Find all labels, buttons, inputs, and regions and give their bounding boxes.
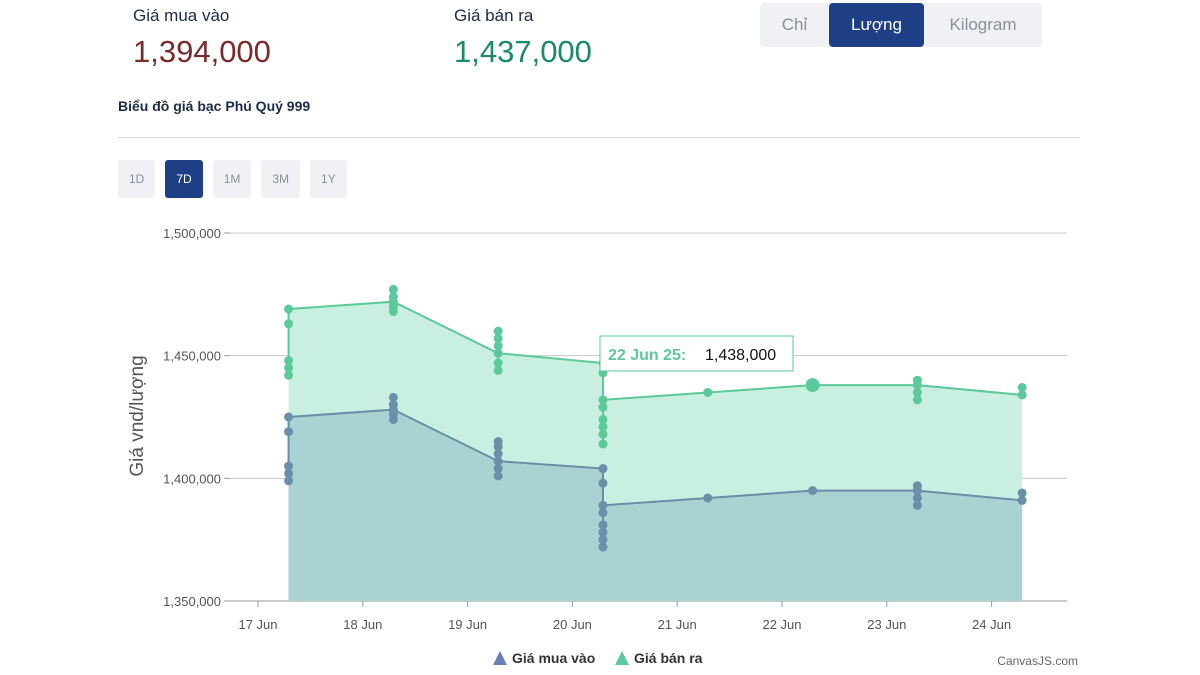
y-axis-title: Giá vnd/lượng — [127, 355, 148, 476]
range-7d-button[interactable]: 7D — [165, 160, 203, 198]
point-sell — [388, 284, 398, 294]
x-tick-label: 21 Jun — [658, 617, 697, 632]
point-buy — [598, 508, 608, 518]
point-buy — [1017, 488, 1027, 498]
highlight-point — [805, 378, 820, 393]
point-buy — [703, 493, 713, 503]
point-buy — [284, 468, 294, 478]
point-buy — [493, 464, 503, 474]
range-1m-button[interactable]: 1M — [212, 160, 252, 198]
point-sell — [493, 341, 503, 351]
x-tick-label: 20 Jun — [553, 617, 592, 632]
point-buy — [912, 486, 922, 496]
range-3m-button[interactable]: 3M — [261, 160, 301, 198]
y-tick-label: 1,350,000 — [163, 594, 221, 609]
x-tick-label: 24 Jun — [972, 617, 1011, 632]
point-buy — [493, 449, 503, 459]
legend-buy-marker — [493, 651, 507, 665]
point-buy — [598, 527, 608, 537]
point-buy — [493, 441, 503, 451]
point-sell — [598, 422, 608, 432]
unit-kilogram-button[interactable]: Kilogram — [949, 15, 1017, 34]
point-sell — [493, 365, 503, 375]
y-tick-label: 1,400,000 — [163, 471, 221, 486]
x-tick-label: 23 Jun — [867, 617, 906, 632]
buy-price-value: 1,394,000 — [133, 34, 271, 69]
point-sell — [598, 395, 608, 405]
point-buy — [598, 542, 608, 552]
sell-price-label: Giá bán ra — [454, 6, 534, 25]
point-sell — [493, 358, 503, 368]
point-buy — [1017, 495, 1027, 505]
point-sell — [598, 439, 608, 449]
axes: 1,350,000 1,400,000 1,450,000 1,500,000 17 J… — [163, 226, 1011, 632]
point-buy — [598, 535, 608, 545]
point-sell — [1017, 390, 1027, 400]
range-1d-button[interactable]: 1D — [118, 160, 156, 198]
unit-chi-button[interactable]: Chỉ — [781, 15, 808, 34]
point-buy — [912, 500, 922, 510]
buy-price-label: Giá mua vào — [133, 6, 230, 25]
point-buy — [598, 464, 608, 474]
point-sell — [284, 304, 294, 314]
legend-sell-label: Giá bán ra — [634, 650, 703, 666]
point-sell — [284, 356, 294, 366]
x-tick-label: 18 Jun — [343, 617, 382, 632]
point-buy — [808, 486, 818, 496]
area-buy — [288, 409, 1023, 601]
point-sell — [388, 307, 398, 317]
point-sell — [598, 402, 608, 412]
credit: CanvasJS.com — [997, 654, 1078, 668]
point-buy — [598, 500, 608, 510]
x-tick-label: 19 Jun — [448, 617, 487, 632]
point-buy — [284, 412, 294, 422]
point-sell — [598, 429, 608, 439]
point-sell — [284, 319, 294, 329]
point-buy — [493, 471, 503, 481]
sell-price-block: Giá bán ra 1,437,000 — [454, 6, 592, 70]
point-sell — [493, 326, 503, 336]
y-tick-label: 1,450,000 — [163, 349, 221, 364]
point-sell — [493, 348, 503, 358]
range-1y-button[interactable]: 1Y — [310, 160, 347, 198]
unit-switch: Chỉ Lượng Kilogram — [760, 3, 1042, 47]
legend: Giá mua vào Giá bán ra — [493, 650, 703, 666]
range-buttons: 1D 7D 1M 3M 1Y — [118, 160, 347, 198]
legend-buy-label: Giá mua vào — [512, 650, 595, 666]
point-buy — [493, 456, 503, 466]
point-buy — [598, 478, 608, 488]
point-buy — [388, 392, 398, 402]
point-sell — [284, 370, 294, 380]
point-sell — [912, 387, 922, 397]
point-sell — [284, 363, 294, 373]
x-tick-label: 17 Jun — [238, 617, 277, 632]
x-tick-label: 22 Jun — [762, 617, 801, 632]
point-sell — [598, 414, 608, 424]
divider — [118, 137, 1080, 138]
area-fills — [288, 301, 1023, 601]
point-buy — [912, 493, 922, 503]
tooltip-date: 22 Jun 25: — [608, 347, 686, 364]
tooltip-box — [599, 335, 794, 372]
point-buy — [388, 414, 398, 424]
point-sell — [912, 380, 922, 390]
buy-price-block: Giá mua vào 1,394,000 — [133, 6, 271, 70]
point-sell — [493, 333, 503, 343]
point-sell — [703, 387, 713, 397]
point-sell — [912, 395, 922, 405]
point-buy — [284, 427, 294, 437]
point-buy — [284, 476, 294, 486]
sell-price-value: 1,437,000 — [454, 34, 592, 69]
legend-sell-marker — [615, 651, 629, 665]
tooltip-value: 1,438,000 — [705, 347, 776, 364]
point-buy — [284, 461, 294, 471]
point-sell — [1017, 383, 1027, 393]
chart-title: Biểu đồ giá bạc Phú Quý 999 — [118, 98, 311, 114]
y-tick-label: 1,500,000 — [163, 226, 221, 241]
unit-luong-button[interactable]: Lượng — [829, 3, 924, 47]
point-buy — [598, 520, 608, 530]
tooltip: 22 Jun 25: 1,438,000 — [599, 335, 794, 372]
